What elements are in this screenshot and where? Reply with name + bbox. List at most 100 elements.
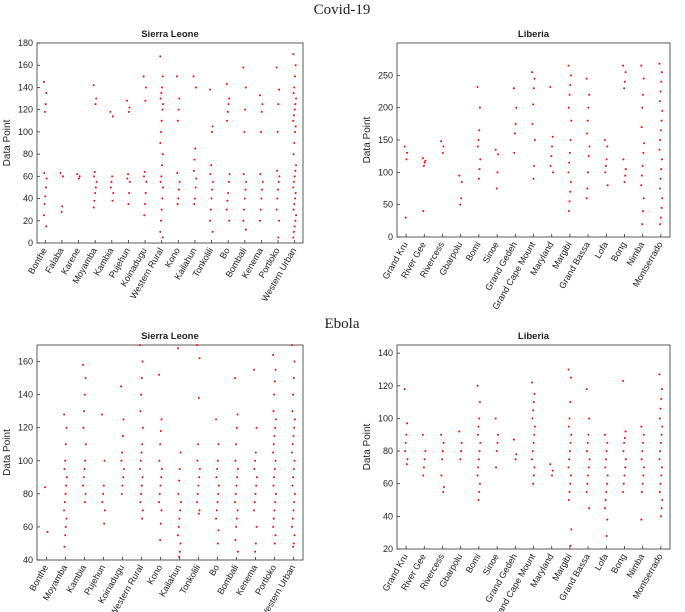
data-point xyxy=(292,180,295,183)
data-point xyxy=(110,180,113,183)
data-point xyxy=(276,130,279,133)
data-point xyxy=(273,380,276,383)
data-point xyxy=(43,172,46,174)
data-point xyxy=(291,517,294,520)
data-point xyxy=(570,528,573,531)
data-point xyxy=(245,180,248,183)
data-point xyxy=(45,186,48,189)
y-tick-label: 100 xyxy=(18,456,33,466)
data-point xyxy=(178,180,181,183)
data-point xyxy=(623,474,626,477)
data-point xyxy=(293,426,296,429)
data-point xyxy=(658,187,661,190)
data-point xyxy=(242,173,245,176)
y-axis-label: Data Point xyxy=(2,429,13,476)
data-point xyxy=(587,106,590,109)
data-point xyxy=(478,482,481,485)
data-point xyxy=(291,344,294,346)
data-point xyxy=(292,542,295,545)
data-point xyxy=(495,450,498,453)
data-point xyxy=(292,230,295,233)
data-point xyxy=(215,418,218,421)
data-point xyxy=(253,468,256,471)
data-point xyxy=(227,192,230,194)
data-point xyxy=(406,422,409,425)
data-point xyxy=(623,80,626,83)
data-point xyxy=(459,458,462,461)
data-point xyxy=(476,433,479,436)
data-point xyxy=(65,484,68,487)
data-point xyxy=(236,509,239,512)
chart-title: Liberia xyxy=(518,331,550,342)
data-point xyxy=(216,459,219,462)
data-point xyxy=(65,426,68,429)
data-point xyxy=(622,482,625,485)
data-point xyxy=(478,450,481,453)
data-point xyxy=(642,151,645,154)
data-point xyxy=(159,142,162,144)
data-point xyxy=(234,377,237,380)
data-point xyxy=(244,228,247,231)
data-point xyxy=(192,169,195,172)
data-point xyxy=(586,119,589,122)
data-point xyxy=(93,175,96,178)
data-point xyxy=(569,181,572,184)
data-point xyxy=(259,94,262,97)
data-point xyxy=(442,490,445,493)
data-point xyxy=(278,219,281,222)
data-point xyxy=(291,410,294,413)
y-tick-label: 140 xyxy=(18,390,33,400)
data-point xyxy=(640,425,643,428)
data-point xyxy=(126,177,129,180)
data-point xyxy=(198,468,201,471)
data-point xyxy=(532,441,535,444)
data-point xyxy=(292,208,295,211)
data-point xyxy=(111,175,114,178)
data-point xyxy=(294,125,297,128)
data-point xyxy=(585,77,588,80)
data-point xyxy=(294,192,297,194)
data-point xyxy=(162,103,165,106)
data-point xyxy=(178,555,181,558)
data-point xyxy=(532,401,535,404)
data-point xyxy=(139,501,142,504)
data-point xyxy=(532,482,535,485)
data-point xyxy=(259,173,262,176)
data-point xyxy=(642,441,645,444)
x-tick-label: Bomi xyxy=(464,552,483,575)
data-point xyxy=(141,476,144,479)
data-point xyxy=(661,499,664,502)
data-point xyxy=(641,223,644,226)
data-point xyxy=(642,77,645,80)
y-tick-label: 120 xyxy=(18,105,33,115)
data-point xyxy=(604,171,607,174)
data-point xyxy=(568,161,571,164)
data-point xyxy=(533,77,536,80)
data-point xyxy=(550,155,553,158)
data-point xyxy=(622,490,625,493)
data-point xyxy=(660,474,663,477)
data-point xyxy=(660,158,663,161)
data-point xyxy=(567,466,570,469)
data-point xyxy=(586,187,589,190)
data-point xyxy=(274,426,277,429)
data-point xyxy=(532,474,535,477)
data-point xyxy=(479,441,482,444)
data-point xyxy=(569,376,572,379)
y-tick-label: 160 xyxy=(18,60,33,70)
data-point xyxy=(292,434,295,437)
data-point xyxy=(160,175,163,178)
data-point xyxy=(659,482,662,485)
data-point xyxy=(422,210,425,213)
chart-title: Liberia xyxy=(518,29,550,40)
data-point xyxy=(93,170,96,173)
data-point xyxy=(293,225,296,228)
data-point xyxy=(209,208,212,211)
data-point xyxy=(176,172,179,174)
data-point xyxy=(293,534,296,537)
data-point xyxy=(210,130,213,133)
data-point xyxy=(109,186,112,189)
plot-area xyxy=(396,344,671,550)
data-point xyxy=(623,87,626,90)
